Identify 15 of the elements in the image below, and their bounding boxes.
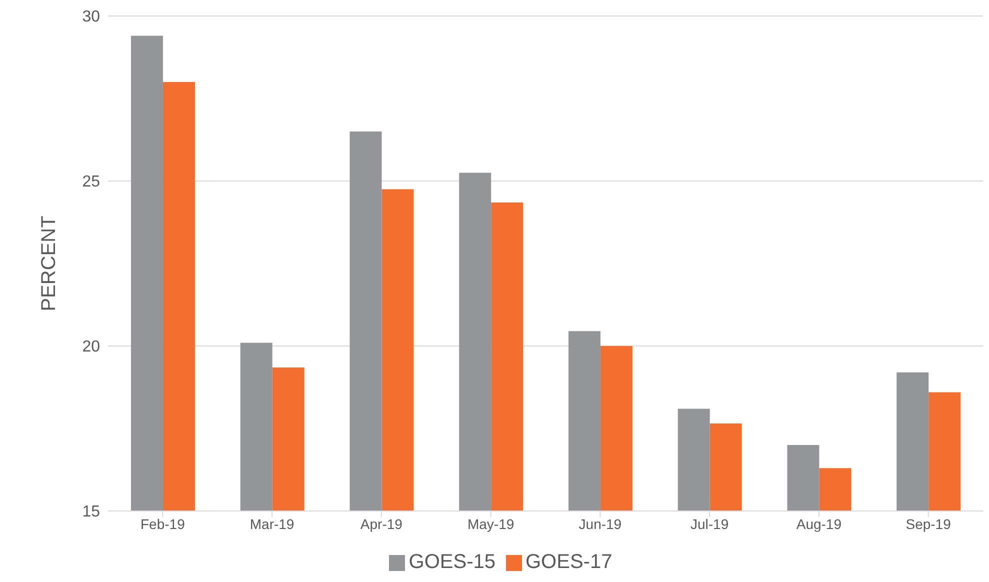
x-tick-label: Apr-19: [360, 516, 403, 532]
x-tick-label: Jul-19: [690, 516, 729, 532]
y-tick-label: 30: [82, 8, 100, 26]
x-tick-label: Sep-19: [906, 516, 952, 532]
y-tick-label: 15: [82, 504, 100, 521]
x-tick-label: Mar-19: [250, 516, 294, 532]
y-tick-label: 20: [82, 338, 100, 356]
y-axis-title: PERCENT: [38, 216, 60, 312]
y-tick-label: 25: [82, 174, 100, 191]
legend-label: GOES-15: [408, 551, 496, 573]
x-tick-label: Feb-19: [140, 516, 186, 532]
x-tick-label: May-19: [467, 516, 514, 532]
x-tick-label: Aug-19: [796, 516, 842, 532]
legend-label: GOES-17: [526, 551, 612, 573]
x-tick-label: Jun-19: [578, 516, 622, 532]
